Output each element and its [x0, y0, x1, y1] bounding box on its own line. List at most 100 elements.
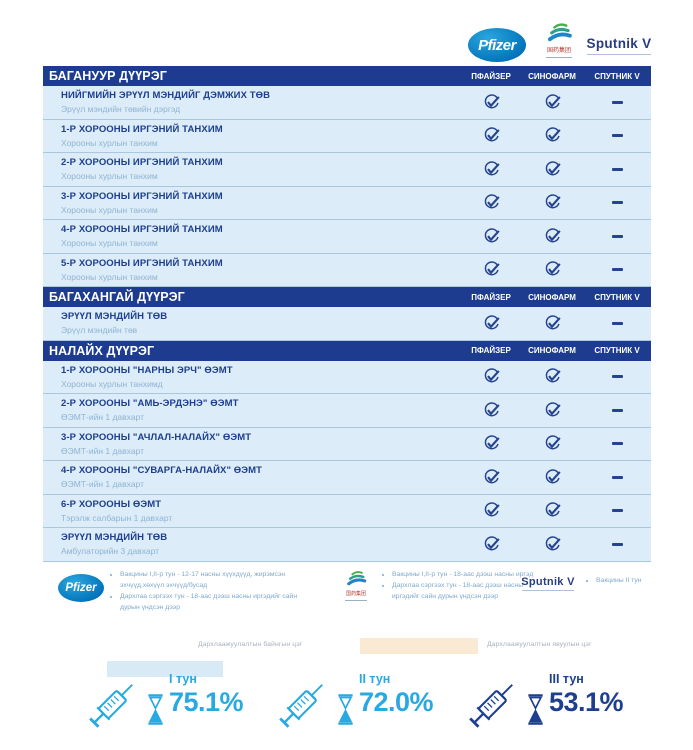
site-info: 3-Р ХОРООНЫ ИРГЭНИЙ ТАНХИМ Хорооны хурлын… — [43, 191, 461, 215]
site-info: 4-Р ХОРООНЫ ИРГЭНИЙ ТАНХИМ Хорооны хурлын… — [43, 224, 461, 248]
sinopharm-legend-logo: 国药集团 — [338, 570, 374, 601]
vaccine-legend: Pfizer Вакцины I,II-р тун - 12-17 насны … — [0, 568, 693, 634]
pfizer-availability — [461, 536, 521, 553]
section-header: БАГАНУУР ДҮҮРЭГ ПФАЙЗЕР СИНОФАРМ СПУТНИК V — [43, 66, 651, 86]
table-row: 5-Р ХОРООНЫ ИРГЭНИЙ ТАНХИМ Хорооны хурлын… — [43, 253, 651, 287]
column-header-sinopharm: СИНОФАРМ — [528, 346, 576, 355]
check-icon — [484, 161, 500, 176]
pfizer-legend-logo: Pfizer — [58, 574, 104, 602]
site-info: 4-Р ХОРООНЫ "СУВАРГА-НАЛАЙХ" ӨЭМТ ӨЭМТ-ий… — [43, 465, 461, 489]
site-name: 4-Р ХОРООНЫ ИРГЭНИЙ ТАНХИМ — [61, 224, 223, 236]
table-row: 2-Р ХОРООНЫ "АМЬ-ЭРДЭНЭ" ӨЭМТ ӨЭМТ-ийн 1 … — [43, 394, 651, 428]
sputnik-availability — [583, 408, 651, 412]
site-location: ӨЭМТ-ийн 1 давхарт — [61, 445, 144, 456]
dose-label: I тун — [169, 672, 197, 686]
sinopharm-logo-text: 国药集团 — [546, 48, 571, 54]
sinopharm-availability — [521, 435, 583, 452]
dash-icon — [611, 134, 623, 138]
site-info: 3-Р ХОРООНЫ "АЧЛАЛ-НАЛАЙХ" ӨЭМТ ӨЭМТ-ийн … — [43, 432, 461, 456]
site-location: Хорооны хурлын танхим — [61, 171, 158, 182]
sinopharm-availability — [521, 315, 583, 332]
table-row: 6-Р ХОРООНЫ ӨЭМТ Тэрэлж салбарын 1 давхар… — [43, 494, 651, 528]
pfizer-logo-text: Pfizer — [478, 36, 516, 54]
hourglass-icon — [528, 694, 543, 725]
check-icon — [545, 402, 561, 417]
legend-note: Дархлаа сэргээх тун - 18-аас дээш насны … — [392, 581, 534, 603]
sinopharm-availability — [521, 536, 583, 553]
pfizer-availability — [461, 161, 521, 178]
dash-icon — [611, 442, 623, 446]
sinopharm-logo: 国药集团 — [540, 22, 578, 58]
site-name: 2-Р ХОРООНЫ ИРГЭНИЙ ТАНХИМ — [61, 157, 223, 169]
column-header-sputnik: СПУТНИК V — [594, 346, 640, 355]
legend-note: Вакцины I,II-р тун - 12-17 насны хүүхдүү… — [120, 570, 305, 592]
site-name: 2-Р ХОРООНЫ "АМЬ-ЭРДЭНЭ" ӨЭМТ — [61, 398, 239, 410]
check-icon — [545, 161, 561, 176]
column-header-pfizer: ПФАЙЗЕР — [471, 71, 511, 81]
site-info: 1-Р ХОРООНЫ "НАРНЫ ЭРЧ" ӨЭМТ Хорооны хурл… — [43, 365, 461, 389]
dash-icon — [611, 201, 623, 205]
sputnik-legend-tagline — [522, 590, 574, 591]
sinopharm-availability — [521, 127, 583, 144]
sinopharm-swoosh-icon — [347, 571, 367, 586]
dash-icon — [611, 509, 623, 513]
dose-text: III тун 53.1% — [549, 672, 624, 718]
site-info: ЭРҮҮЛ МЭНДИЙН ТӨВ Амбулаторийн 3 давхарт — [43, 532, 461, 556]
pfizer-availability — [461, 261, 521, 278]
sputnik-availability — [583, 442, 651, 446]
site-location: Тэрэлж салбарын 1 давхарт — [61, 512, 173, 523]
dash-icon — [611, 408, 623, 412]
section-title: БАГАХАНГАЙ ДҮҮРЭГ — [49, 290, 185, 304]
pfizer-availability — [461, 194, 521, 211]
section-header: БАГАХАНГАЙ ДҮҮРЭГ ПФАЙЗЕР СИНОФАРМ СПУТНИК … — [43, 287, 651, 307]
site-location: Хорооны хурлын танхим — [61, 204, 158, 215]
sinopharm-logo-subline — [546, 56, 572, 58]
table-row: 3-Р ХОРООНЫ "АЧЛАЛ-НАЛАЙХ" ӨЭМТ ӨЭМТ-ийн … — [43, 427, 651, 461]
check-icon — [545, 368, 561, 383]
dash-icon — [611, 375, 623, 379]
dose-value: 75.1% — [169, 687, 244, 717]
table-row: ЭРҮҮЛ МЭНДИЙН ТӨВ Эрүүл мэндийн төв — [43, 307, 651, 341]
site-name: НИЙГМИЙН ЭРҮҮЛ МЭНДИЙГ ДЭМЖИХ ТӨВ — [61, 90, 271, 102]
sputnik-availability — [583, 201, 651, 205]
site-name: ЭРҮҮЛ МЭНДИЙН ТӨВ — [61, 311, 168, 323]
sinopharm-availability — [521, 469, 583, 486]
pfizer-availability — [461, 127, 521, 144]
dose-2-stat: II тун 72.0% — [265, 668, 450, 750]
sputnik-availability — [583, 321, 651, 325]
site-name: ЭРҮҮЛ МЭНДИЙН ТӨВ — [61, 532, 168, 544]
sputnik-legend-logo: Sputnik V — [520, 576, 576, 591]
check-icon — [484, 502, 500, 517]
section-title: БАГАНУУР ДҮҮРЭГ — [49, 69, 167, 83]
check-icon — [484, 435, 500, 450]
dose-label: III тун — [549, 672, 584, 686]
syringe-icon — [89, 684, 133, 728]
site-info: 5-Р ХОРООНЫ ИРГЭНИЙ ТАНХИМ Хорооны хурлын… — [43, 258, 461, 282]
dash-icon — [611, 475, 623, 479]
site-name: 1-Р ХОРООНЫ "НАРНЫ ЭРЧ" ӨЭМТ — [61, 364, 233, 376]
site-info: 2-Р ХОРООНЫ "АМЬ-ЭРДЭНЭ" ӨЭМТ ӨЭМТ-ийн 1 … — [43, 398, 461, 422]
check-icon — [484, 94, 500, 109]
site-info: 6-Р ХОРООНЫ ӨЭМТ Тэрэлж салбарын 1 давхар… — [43, 499, 461, 523]
site-name: 6-Р ХОРООНЫ ӨЭМТ — [61, 498, 162, 510]
pfizer-availability — [461, 94, 521, 111]
permanent-point-label: Дархлаажуулалтын байнгын цэг — [198, 641, 303, 648]
pfizer-availability — [461, 435, 521, 452]
mobile-point-label: Дархлаажуулалтын явуулын цэг — [487, 641, 592, 648]
column-header-pfizer: ПФАЙЗЕР — [471, 292, 511, 302]
check-icon — [484, 536, 500, 551]
pfizer-availability — [461, 228, 521, 245]
dose-text: II тун 72.0% — [359, 672, 434, 718]
site-location: Хорооны хурлын танхимд — [61, 378, 163, 389]
site-location: Хорооны хурлын танхим — [61, 271, 158, 282]
sinopharm-availability — [521, 161, 583, 178]
check-icon — [545, 435, 561, 450]
site-location: Амбулаторийн 3 давхарт — [61, 546, 160, 557]
check-icon — [484, 368, 500, 383]
site-name: 3-Р ХОРООНЫ "АЧЛАЛ-НАЛАЙХ" ӨЭМТ — [61, 431, 252, 443]
site-info: 1-Р ХОРООНЫ ИРГЭНИЙ ТАНХИМ Хорооны хурлын… — [43, 124, 461, 148]
site-location: Хорооны хурлын танхим — [61, 238, 158, 249]
site-info: ЭРҮҮЛ МЭНДИЙН ТӨВ Эрүүл мэндийн төв — [43, 311, 461, 335]
table-row: 3-Р ХОРООНЫ ИРГЭНИЙ ТАНХИМ Хорооны хурлын… — [43, 186, 651, 220]
syringe-icon — [279, 684, 323, 728]
